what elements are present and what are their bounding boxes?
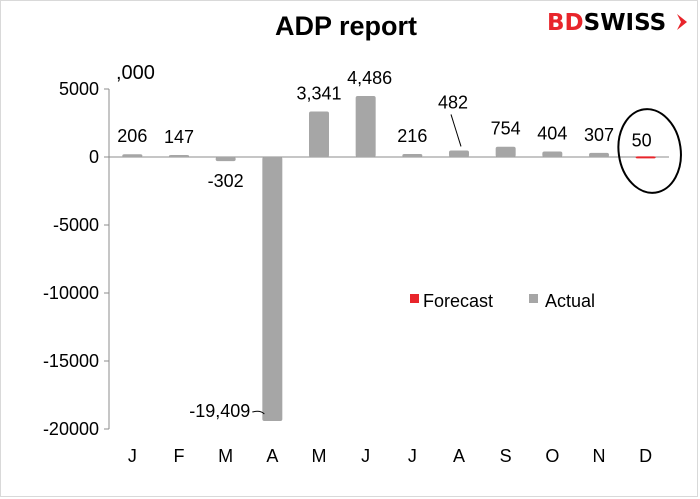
actual-bar bbox=[169, 155, 189, 158]
logo-chevron-icon bbox=[677, 14, 687, 30]
x-tick-label: N bbox=[593, 446, 606, 466]
y-tick-label: 0 bbox=[89, 147, 99, 167]
x-tick-label: J bbox=[128, 446, 137, 466]
x-tick-label: J bbox=[408, 446, 417, 466]
y-tick-label: -20000 bbox=[43, 419, 99, 439]
actual-bar bbox=[122, 154, 143, 157]
x-tick-label: M bbox=[218, 446, 233, 466]
data-label: -19,409 bbox=[189, 401, 250, 421]
plot-area: 5000 0 -5000 -10000 -15000 -20000 J F M A M J J A S O N D… bbox=[43, 68, 682, 466]
y-tick-label: -15000 bbox=[43, 351, 99, 371]
x-tick-label: A bbox=[453, 446, 465, 466]
actual-bar bbox=[495, 146, 516, 157]
svg-text:BDSWISS: BDSWISS bbox=[547, 10, 666, 36]
data-label: 147 bbox=[164, 127, 194, 147]
x-tick-label: D bbox=[639, 446, 652, 466]
y-tick-label: 5000 bbox=[59, 79, 99, 99]
actual-bar bbox=[355, 95, 376, 157]
data-label: 482 bbox=[438, 92, 468, 112]
data-label: 404 bbox=[537, 124, 567, 144]
legend-actual-label: Actual bbox=[545, 291, 595, 311]
x-tick-label: A bbox=[266, 446, 278, 466]
y-tick-label: -10000 bbox=[43, 283, 99, 303]
data-label: 307 bbox=[584, 125, 614, 145]
x-tick-label: F bbox=[174, 446, 185, 466]
logo-swiss-text: SWISS bbox=[584, 10, 667, 36]
actual-bar bbox=[449, 150, 469, 157]
data-label: 4,486 bbox=[347, 68, 392, 88]
legend-forecast-swatch bbox=[410, 294, 419, 303]
logo-bd-text: BD bbox=[547, 10, 584, 36]
brand-logo: BDSWISS bbox=[547, 10, 687, 36]
x-tick-label: M bbox=[312, 446, 327, 466]
legend: Forecast Actual bbox=[410, 291, 595, 311]
forecast-bar bbox=[635, 156, 656, 159]
data-label: 216 bbox=[397, 126, 427, 146]
x-tick-label: O bbox=[545, 446, 559, 466]
y-tick-label: -5000 bbox=[53, 215, 99, 235]
leader-line bbox=[450, 114, 462, 147]
chart-title: ADP report bbox=[275, 11, 417, 41]
highlight-circle bbox=[617, 108, 682, 194]
actual-bar bbox=[402, 154, 423, 157]
x-tick-label: J bbox=[361, 446, 370, 466]
data-label: 50 bbox=[632, 130, 652, 150]
actual-bar bbox=[309, 111, 329, 157]
data-label: 206 bbox=[117, 126, 147, 146]
actual-bar bbox=[215, 157, 236, 162]
data-label: 754 bbox=[491, 119, 521, 139]
leader-line bbox=[252, 410, 265, 415]
actual-bar bbox=[542, 151, 563, 157]
legend-forecast-label: Forecast bbox=[423, 291, 493, 311]
unit-label: ,000 bbox=[116, 62, 155, 84]
x-tick-label: S bbox=[500, 446, 512, 466]
data-label: 3,341 bbox=[296, 84, 341, 104]
data-label: -302 bbox=[208, 171, 244, 191]
legend-actual-swatch bbox=[529, 294, 538, 303]
actual-bar bbox=[262, 157, 283, 421]
actual-bar bbox=[589, 152, 609, 157]
